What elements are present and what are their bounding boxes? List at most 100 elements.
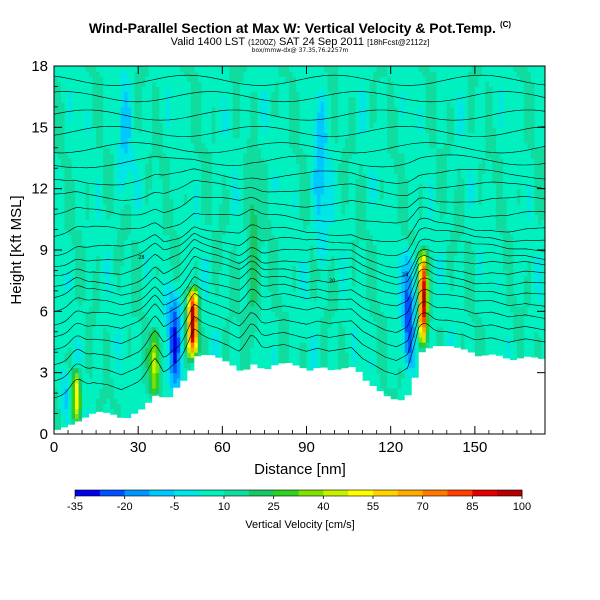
- w-cell: [183, 101, 188, 108]
- w-cell: [194, 163, 199, 169]
- w-cell: [82, 301, 87, 307]
- w-cell: [61, 132, 66, 139]
- w-cell: [106, 244, 111, 251]
- w-cell: [68, 66, 73, 72]
- w-cell: [204, 147, 209, 154]
- w-cell: [145, 163, 150, 169]
- w-cell: [250, 193, 255, 200]
- w-cell: [169, 132, 174, 139]
- w-cell: [103, 265, 108, 272]
- w-cell: [110, 265, 115, 272]
- w-cell: [145, 244, 150, 251]
- w-cell: [229, 234, 234, 241]
- w-cell: [134, 382, 139, 389]
- w-cell: [180, 377, 185, 384]
- w-cell: [225, 290, 230, 297]
- w-cell: [99, 101, 104, 108]
- w-cell: [173, 112, 178, 118]
- w-cell: [278, 265, 283, 272]
- w-cell: [169, 265, 174, 272]
- w-cell: [82, 234, 87, 241]
- w-cell: [141, 127, 146, 134]
- w-cell: [64, 224, 69, 231]
- w-cell: [110, 117, 115, 123]
- w-cell: [204, 280, 209, 287]
- w-cell: [71, 178, 76, 185]
- w-cell: [243, 183, 248, 190]
- w-cell: [267, 91, 273, 98]
- w-cell: [120, 183, 125, 190]
- w-cell: [173, 255, 178, 261]
- w-cell: [155, 377, 160, 384]
- w-cell: [54, 178, 59, 185]
- w-cell: [232, 336, 237, 343]
- w-cell: [236, 86, 241, 93]
- w-cell: [78, 296, 83, 302]
- w-cell: [99, 198, 104, 205]
- w-cell: [57, 76, 62, 82]
- w-cell: [99, 66, 104, 72]
- w-cell: [148, 280, 153, 287]
- w-cell: [253, 326, 259, 333]
- w-cell: [246, 255, 251, 261]
- w-cell: [127, 137, 132, 144]
- w-cell: [267, 260, 273, 266]
- w-cell: [271, 316, 276, 323]
- w-cell: [96, 173, 101, 180]
- w-cell: [173, 321, 178, 328]
- w-cell: [218, 96, 223, 103]
- w-cell: [278, 163, 283, 169]
- w-cell: [110, 86, 115, 93]
- w-cell: [215, 117, 220, 123]
- w-cell: [169, 357, 174, 364]
- w-cell: [292, 163, 297, 169]
- w-cell: [145, 122, 150, 128]
- w-cell: [106, 219, 111, 226]
- w-cell: [267, 255, 273, 261]
- w-cell: [225, 106, 230, 113]
- w-cell: [250, 188, 255, 195]
- w-cell: [183, 321, 188, 328]
- w-cell: [124, 388, 129, 394]
- w-cell: [89, 382, 94, 389]
- w-cell: [159, 147, 164, 154]
- w-cell: [159, 152, 164, 159]
- w-cell: [260, 101, 266, 108]
- w-cell: [264, 204, 269, 210]
- w-cell: [260, 106, 266, 113]
- w-cell: [183, 96, 188, 103]
- w-cell: [141, 342, 146, 348]
- w-cell: [169, 372, 174, 379]
- w-cell: [239, 106, 244, 113]
- w-cell: [197, 265, 202, 272]
- w-cell: [152, 76, 157, 82]
- w-cell: [292, 168, 297, 174]
- w-cell: [236, 76, 241, 82]
- w-cell: [166, 347, 171, 353]
- w-cell: [281, 234, 287, 241]
- w-cell: [120, 408, 125, 415]
- w-cell: [250, 255, 255, 261]
- w-cell: [64, 132, 69, 139]
- w-cell: [278, 117, 283, 123]
- w-cell: [208, 326, 213, 333]
- w-cell: [288, 178, 294, 185]
- w-cell: [239, 91, 244, 98]
- w-cell: [257, 214, 262, 220]
- w-cell: [148, 183, 153, 190]
- w-cell: [239, 158, 244, 164]
- w-cell: [71, 158, 76, 164]
- w-cell: [155, 275, 160, 282]
- w-cell: [99, 173, 104, 180]
- w-cell: [92, 403, 97, 410]
- w-cell: [110, 66, 115, 72]
- w-cell: [173, 127, 178, 134]
- w-cell: [194, 214, 199, 220]
- w-cell: [138, 229, 143, 236]
- w-cell: [183, 290, 188, 297]
- w-cell: [285, 81, 290, 88]
- w-cell: [141, 250, 146, 256]
- w-cell: [82, 168, 87, 174]
- w-cell: [113, 265, 118, 272]
- w-cell: [194, 260, 199, 266]
